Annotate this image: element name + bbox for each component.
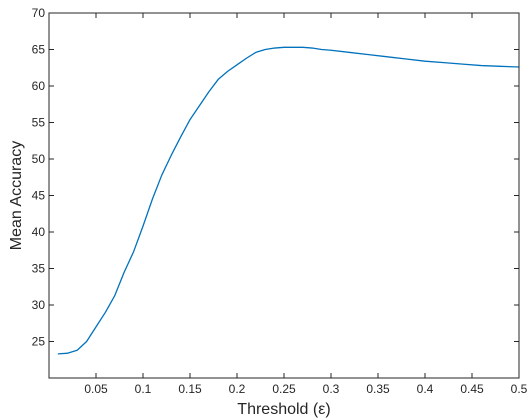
- y-tick-label: 55: [32, 116, 46, 130]
- y-tick-label: 50: [32, 152, 46, 166]
- ticks-layer: 0.05 0.1 0.15 0.2 0.25 0.3 0.35 0.4 0.45 0.5 25 30 3…: [32, 6, 528, 396]
- x-tick-label: 0.3: [323, 382, 340, 396]
- x-tick-label: 0.45: [460, 382, 484, 396]
- axes-box: [48, 12, 520, 379]
- y-tick-label: 30: [32, 298, 46, 312]
- x-tick-label: 0.2: [229, 382, 246, 396]
- y-tick-label: 25: [32, 335, 46, 349]
- y-tick-label: 60: [32, 79, 46, 93]
- x-tick-label: 0.05: [84, 382, 108, 396]
- x-tick-label: 0.4: [417, 382, 434, 396]
- y-tick-label: 65: [32, 43, 46, 57]
- y-axis-label: Mean Accuracy: [8, 141, 25, 250]
- y-tick-label: 35: [32, 262, 46, 276]
- y-tick-label: 40: [32, 225, 46, 239]
- x-tick-label: 0.1: [135, 382, 152, 396]
- series-line: [57, 46, 520, 355]
- x-axis-label: Threshold (ε): [237, 401, 330, 418]
- x-tick-label: 0.5: [511, 382, 528, 396]
- y-tick-label: 45: [32, 189, 46, 203]
- x-tick-label: 0.15: [178, 382, 202, 396]
- x-tick-label: 0.35: [366, 382, 390, 396]
- x-tick-label: 0.25: [272, 382, 296, 396]
- y-tick-label: 70: [32, 6, 46, 20]
